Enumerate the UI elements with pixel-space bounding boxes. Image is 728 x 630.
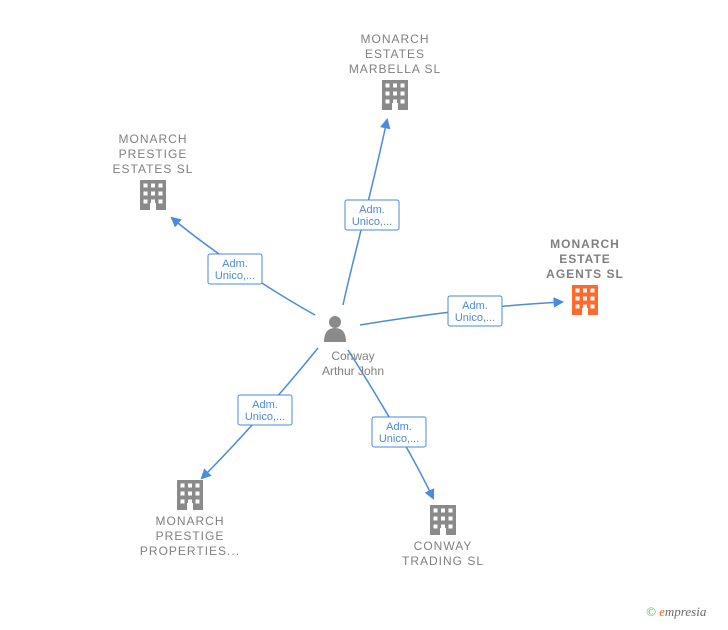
svg-text:ESTATE: ESTATE [559,252,611,266]
svg-text:MONARCH: MONARCH [156,514,225,528]
svg-text:PROPERTIES...: PROPERTIES... [140,544,240,558]
svg-text:Unico,...: Unico,... [215,270,255,282]
svg-text:Conway: Conway [331,349,374,363]
edge-label-n1: Adm.Unico,... [345,200,399,230]
svg-text:ESTATES: ESTATES [365,47,425,61]
svg-text:ESTATES SL: ESTATES SL [113,162,194,176]
svg-text:Adm.: Adm. [359,204,385,216]
svg-text:Unico,...: Unico,... [455,312,495,324]
node-label-n5: MONARCHPRESTIGEPROPERTIES... [140,514,240,558]
edge-label-n4: Adm.Unico,... [372,417,426,447]
svg-text:Adm.: Adm. [252,399,278,411]
building-icon-n3 [572,285,598,315]
node-label-n2: MONARCHPRESTIGEESTATES SL [113,132,194,176]
svg-text:PRESTIGE: PRESTIGE [119,147,188,161]
svg-text:Unico,...: Unico,... [379,433,419,445]
svg-text:MONARCH: MONARCH [119,132,188,146]
building-icon-n2 [140,180,166,210]
building-icon-n4 [430,505,456,535]
svg-text:AGENTS SL: AGENTS SL [546,267,624,281]
svg-text:PRESTIGE: PRESTIGE [156,529,225,543]
svg-text:CONWAY: CONWAY [414,539,473,553]
person-icon [324,316,346,342]
svg-text:MONARCH: MONARCH [361,32,430,46]
edge-label-n3: Adm.Unico,... [448,296,502,326]
svg-text:TRADING SL: TRADING SL [402,554,484,568]
edge-label-n2: Adm.Unico,... [208,254,262,284]
svg-text:Arthur John: Arthur John [322,364,384,378]
svg-text:Unico,...: Unico,... [245,411,285,423]
svg-text:MARBELLA SL: MARBELLA SL [349,62,441,76]
center-label: ConwayArthur John [322,349,384,378]
edge-label-n5: Adm.Unico,... [238,395,292,425]
node-label-n1: MONARCHESTATESMARBELLA SL [349,32,441,76]
svg-text:Adm.: Adm. [386,421,412,433]
svg-text:Unico,...: Unico,... [352,216,392,228]
watermark: © empresia [646,604,707,619]
svg-text:Adm.: Adm. [222,258,248,270]
building-icon-n5 [177,480,203,510]
node-label-n3: MONARCHESTATEAGENTS SL [546,237,624,281]
node-label-n4: CONWAYTRADING SL [402,539,484,568]
svg-text:Adm.: Adm. [462,300,488,312]
svg-text:MONARCH: MONARCH [550,237,620,251]
building-icon-n1 [382,80,408,110]
